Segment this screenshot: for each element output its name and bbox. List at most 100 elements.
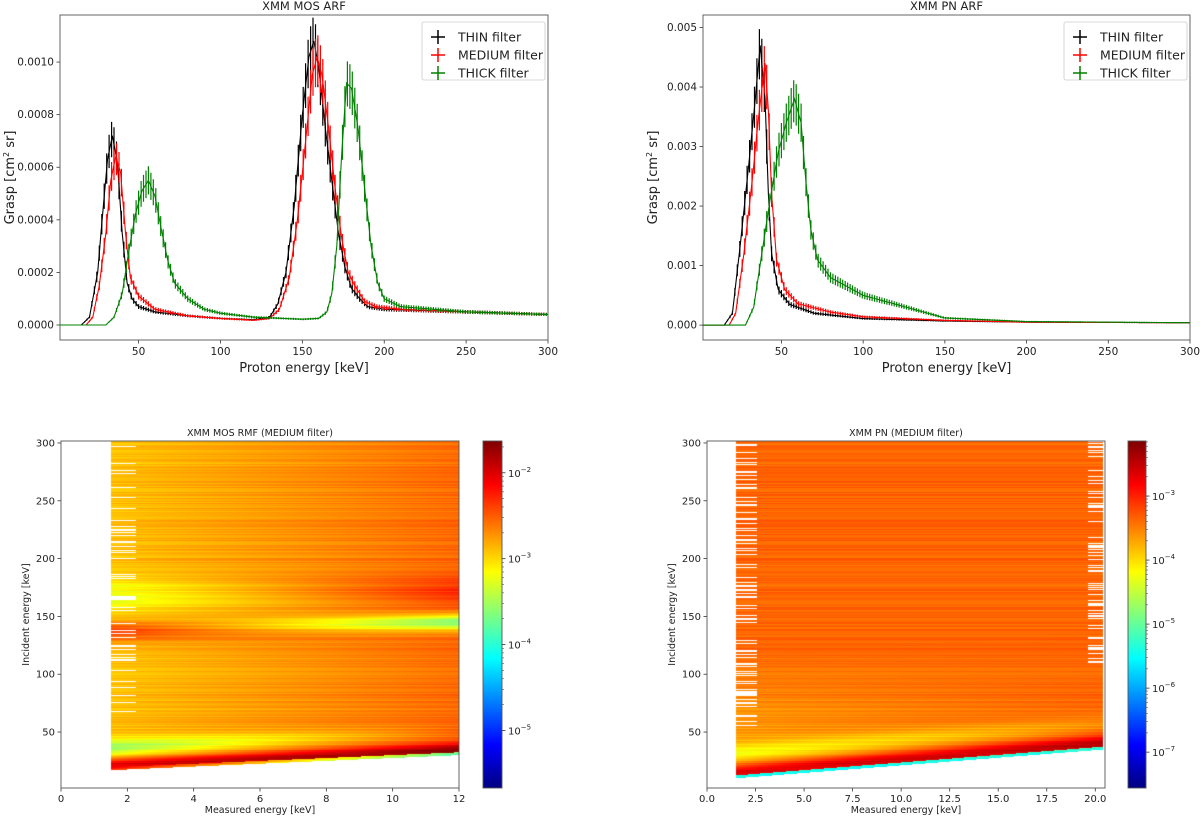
- x-tick-label: 4: [190, 794, 196, 805]
- axes-frame: [60, 440, 460, 789]
- y-label-superscript: 2: [645, 152, 654, 157]
- x-tick-label: 250: [456, 346, 476, 358]
- colorbar-tick-label: 10−6: [1152, 681, 1176, 695]
- y-tick-label: 100: [682, 670, 701, 681]
- mos-rmf-heatmap: [61, 441, 459, 788]
- y-axis-label: Grasp [cm2 sr]: [2, 131, 18, 225]
- x-tick-label: 300: [1180, 346, 1200, 358]
- x-tick-label: 50: [775, 346, 788, 358]
- x-tick-label: 12.5: [939, 794, 961, 805]
- colorbar-tick-exponent: −4: [1165, 553, 1176, 561]
- pnArf-panel: 50 100 150 200 250 300 0.000 0.001 0.002 0.003 0.0…: [645, 0, 1200, 376]
- x-tick-label: 10.0: [890, 794, 912, 805]
- legend-marker-thin: [1073, 30, 1087, 44]
- legend-marker-thin: [431, 30, 445, 44]
- legend-marker-thick: [431, 66, 445, 80]
- mosArf-panel: 50 100 150 200 250 300 0.0000 0.0002 0.0004 0.000…: [2, 0, 558, 376]
- y-tick-label: 0.0010: [17, 57, 54, 69]
- legend: THIN filter MEDIUM filter THICK filter: [421, 21, 546, 81]
- x-tick-label: 0.0: [699, 794, 715, 805]
- axes-frame: [706, 440, 1106, 789]
- x-tick-label: 50: [132, 346, 145, 358]
- colorbar-tick-exponent: −5: [1165, 617, 1175, 625]
- colorbar-tick-label: 10−2: [508, 466, 531, 480]
- colorbar-tick-base: 10: [1152, 556, 1165, 567]
- x-axis-label: Proton energy [keV]: [882, 361, 1012, 376]
- colorbar-tick-exponent: −3: [521, 552, 531, 560]
- legend: THIN filter MEDIUM filter THICK filter: [1063, 21, 1188, 81]
- x-tick-label: 17.5: [1036, 794, 1058, 805]
- y-axis-label: Incident energy [keV]: [667, 563, 678, 665]
- y-axis-label: Grasp [cm2 sr]: [645, 131, 661, 225]
- colorbar-frame: [482, 440, 503, 789]
- colorbar-tick-label: 10−7: [1152, 745, 1175, 759]
- colorbar-frame: [1127, 440, 1147, 789]
- y-tick-label: 0.0006: [17, 162, 54, 174]
- y-tick-label: 200: [36, 554, 55, 565]
- error-bars-thick: [746, 80, 1189, 324]
- plot-area: [60, 17, 548, 326]
- x-tick-label: 150: [935, 346, 955, 358]
- colorbar-tick-base: 10: [508, 469, 521, 480]
- x-tick-label: 200: [374, 346, 394, 358]
- y-tick-label: 0.0008: [17, 109, 54, 121]
- y-tick-label: 0.002: [667, 201, 697, 213]
- y-tick-label: 0.0004: [17, 214, 54, 226]
- x-tick-label: 300: [538, 346, 558, 358]
- pn-rmf-colorbar: [1128, 441, 1146, 788]
- legend-label: THIN filter: [457, 30, 522, 45]
- series-line-medium: [703, 63, 1190, 326]
- y-tick-label: 100: [36, 670, 55, 681]
- y-tick-label: 200: [682, 554, 701, 565]
- colorbar-tick-label: 10−5: [508, 723, 531, 737]
- legend-label: THIN filter: [1099, 30, 1164, 45]
- colorbar-tick-exponent: −2: [521, 466, 531, 474]
- x-tick-label: 200: [1017, 346, 1037, 358]
- pn-rmf-heatmap: [707, 441, 1105, 788]
- colorbar-tick-base: 10: [508, 641, 521, 652]
- y-label-part: Grasp [cm: [3, 157, 18, 224]
- x-tick-label: 10: [386, 794, 399, 805]
- y-tick-label: 150: [682, 612, 701, 623]
- colorbar-tick-exponent: −4: [521, 638, 532, 646]
- x-tick-label: 15.0: [987, 794, 1009, 805]
- y-label-part: Grasp [cm: [646, 157, 661, 224]
- legend-marker-thick: [1073, 66, 1087, 80]
- colorbar-tick-exponent: −6: [1165, 681, 1176, 689]
- colorbar-tick-label: 10−4: [1152, 553, 1176, 567]
- legend-marker-medium: [431, 48, 445, 62]
- x-tick-label: 2.5: [748, 794, 764, 805]
- colorbar-tick-base: 10: [508, 726, 521, 737]
- y-tick-label: 50: [42, 728, 55, 739]
- axes-frame: [702, 14, 1191, 341]
- y-tick-label: 150: [36, 612, 55, 623]
- plot-area: [703, 29, 1190, 326]
- y-tick-label: 250: [36, 496, 55, 507]
- y-label-part: sr]: [3, 131, 18, 152]
- y-tick-label: 0.003: [667, 141, 697, 153]
- colorbar-tick-label: 10−3: [1152, 489, 1175, 503]
- y-tick-label: 0.004: [667, 82, 697, 94]
- x-tick-label: 20.0: [1084, 794, 1106, 805]
- x-axis-label: Measured energy [keV]: [851, 805, 961, 816]
- chart-title: XMM PN ARF: [910, 0, 983, 13]
- y-tick-label: 0.001: [667, 260, 697, 272]
- legend-label: THICK filter: [457, 66, 530, 81]
- colorbar-tick-exponent: −3: [1165, 489, 1175, 497]
- legend-marker-medium: [1073, 48, 1087, 62]
- legend-label: MEDIUM filter: [1100, 48, 1186, 63]
- series-line-thick: [703, 97, 1190, 326]
- mosRmf-panel: 0 2 4 6 8 10 125010015020025030010−510−410−310…: [21, 428, 532, 816]
- colorbar-tick-label: 10−4: [508, 638, 532, 652]
- x-tick-label: 0: [58, 794, 64, 805]
- legend-label: MEDIUM filter: [458, 48, 544, 63]
- x-tick-label: 150: [292, 346, 312, 358]
- colorbar-tick-base: 10: [1152, 492, 1165, 503]
- colorbar-tick-exponent: −7: [1165, 745, 1175, 753]
- axes-frame: [59, 14, 549, 341]
- error-bars-medium: [729, 46, 1189, 324]
- x-axis-label: Measured energy [keV]: [205, 805, 315, 816]
- mos-rmf-colorbar: [483, 441, 502, 788]
- x-axis-label: Proton energy [keV]: [239, 361, 369, 376]
